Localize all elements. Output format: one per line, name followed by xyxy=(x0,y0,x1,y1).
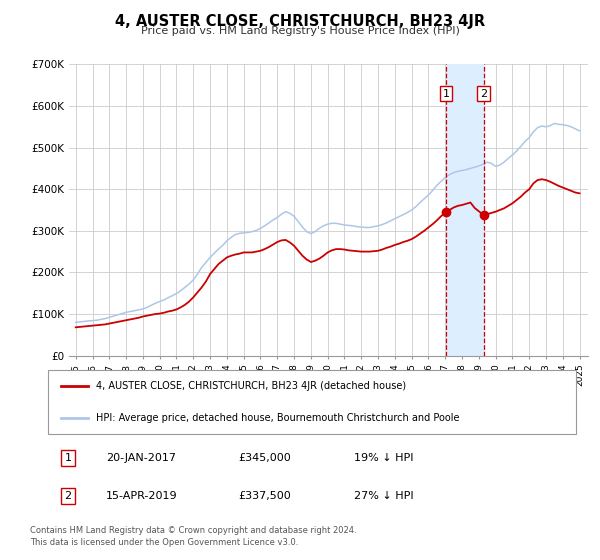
FancyBboxPatch shape xyxy=(48,370,576,434)
Text: HPI: Average price, detached house, Bournemouth Christchurch and Poole: HPI: Average price, detached house, Bour… xyxy=(95,413,459,423)
Text: 4, AUSTER CLOSE, CHRISTCHURCH, BH23 4JR: 4, AUSTER CLOSE, CHRISTCHURCH, BH23 4JR xyxy=(115,14,485,29)
Text: 27% ↓ HPI: 27% ↓ HPI xyxy=(354,491,414,501)
Text: 20-JAN-2017: 20-JAN-2017 xyxy=(106,453,176,463)
Text: 15-APR-2019: 15-APR-2019 xyxy=(106,491,178,501)
Text: 2: 2 xyxy=(65,491,71,501)
Text: 19% ↓ HPI: 19% ↓ HPI xyxy=(354,453,414,463)
Text: Price paid vs. HM Land Registry's House Price Index (HPI): Price paid vs. HM Land Registry's House … xyxy=(140,26,460,36)
Text: 4, AUSTER CLOSE, CHRISTCHURCH, BH23 4JR (detached house): 4, AUSTER CLOSE, CHRISTCHURCH, BH23 4JR … xyxy=(95,381,406,391)
Text: 1: 1 xyxy=(65,453,71,463)
Text: This data is licensed under the Open Government Licence v3.0.: This data is licensed under the Open Gov… xyxy=(30,538,298,547)
Text: 1: 1 xyxy=(443,88,449,99)
Text: £345,000: £345,000 xyxy=(238,453,291,463)
Text: Contains HM Land Registry data © Crown copyright and database right 2024.: Contains HM Land Registry data © Crown c… xyxy=(30,526,356,535)
Bar xyxy=(446,64,484,356)
Text: 2: 2 xyxy=(480,88,487,99)
Text: £337,500: £337,500 xyxy=(238,491,291,501)
